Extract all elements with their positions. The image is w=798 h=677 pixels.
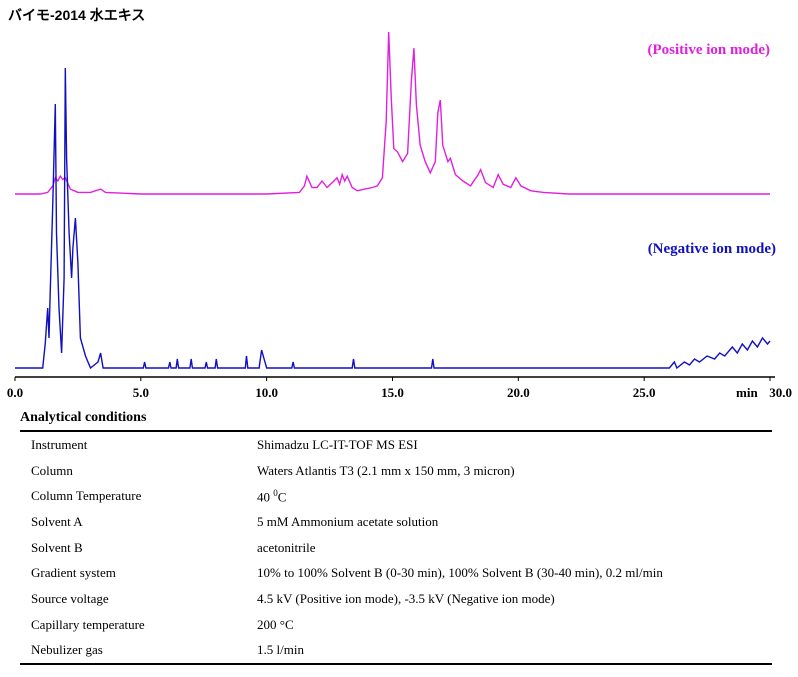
condition-row: Instrument Shimadzu LC-IT-TOF MS ESI xyxy=(20,431,772,458)
series-line-negative xyxy=(15,67,771,370)
condition-value: 40 0C xyxy=(257,487,287,504)
x-axis-label: min xyxy=(736,385,758,400)
x-tick-label: 10.0 xyxy=(255,385,278,400)
x-tick-label: 15.0 xyxy=(381,385,404,400)
x-tick-label: 25.0 xyxy=(633,385,656,400)
condition-row: Column Waters Atlantis T3 (2.1 mm x 150 m… xyxy=(20,458,772,484)
x-tick-label: 30.0 xyxy=(769,385,792,400)
condition-value: Shimadzu LC-IT-TOF MS ESI xyxy=(257,436,418,452)
condition-label: Source voltage xyxy=(31,590,109,606)
condition-row: Solvent B acetonitrile xyxy=(20,535,772,561)
condition-row: Nebulizer gas 1.5 l/min xyxy=(20,638,772,665)
x-tick-label: 5.0 xyxy=(133,385,149,400)
condition-row: Gradient system 10% to 100% Solvent B (0-… xyxy=(20,560,772,586)
condition-label: Solvent B xyxy=(31,539,83,555)
condition-value: 200 °C xyxy=(257,616,294,632)
chromatogram-chart: バイモ-2014 水エキス (Positive ion mode) (Negati… xyxy=(7,7,792,400)
condition-value: 4.5 kV (Positive ion mode), -3.5 kV (Neg… xyxy=(257,590,555,606)
condition-value: acetonitrile xyxy=(257,539,316,555)
condition-label: Nebulizer gas xyxy=(31,642,103,658)
condition-value: 1.5 l/min xyxy=(257,642,304,658)
condition-label: Column Temperature xyxy=(31,488,142,504)
condition-row: Capillary temperature 200 °C xyxy=(20,612,772,638)
condition-value: 5 mM Ammonium acetate solution xyxy=(257,513,439,529)
series-label-negative: (Negative ion mode) xyxy=(648,241,776,257)
series-label-positive: (Positive ion mode) xyxy=(648,42,770,58)
condition-value: Waters Atlantis T3 (2.1 mm x 150 mm, 3 m… xyxy=(257,462,515,478)
conditions-heading: Analytical conditions xyxy=(20,410,147,425)
condition-row: Column Temperature 40 0C xyxy=(20,483,772,509)
condition-label: Column xyxy=(31,462,73,478)
x-tick-label: 0.0 xyxy=(7,385,23,400)
condition-row: Solvent A 5 mM Ammonium acetate solution xyxy=(20,509,772,535)
condition-label: Solvent A xyxy=(31,513,83,529)
condition-value: 10% to 100% Solvent B (0-30 min), 100% S… xyxy=(257,565,663,581)
condition-label: Gradient system xyxy=(31,565,116,581)
condition-label: Instrument xyxy=(31,436,88,452)
analytical-conditions: Analytical conditions Instrument Shimadzu… xyxy=(20,406,772,666)
chart-title: バイモ-2014 水エキス xyxy=(8,7,145,23)
condition-label: Capillary temperature xyxy=(31,616,145,632)
x-tick-label: 20.0 xyxy=(507,385,530,400)
condition-row: Source voltage 4.5 kV (Positive ion mode)… xyxy=(20,586,772,612)
series-line-positive xyxy=(15,31,770,195)
conditions-table: Instrument Shimadzu LC-IT-TOF MS ESI Colum… xyxy=(20,430,772,666)
